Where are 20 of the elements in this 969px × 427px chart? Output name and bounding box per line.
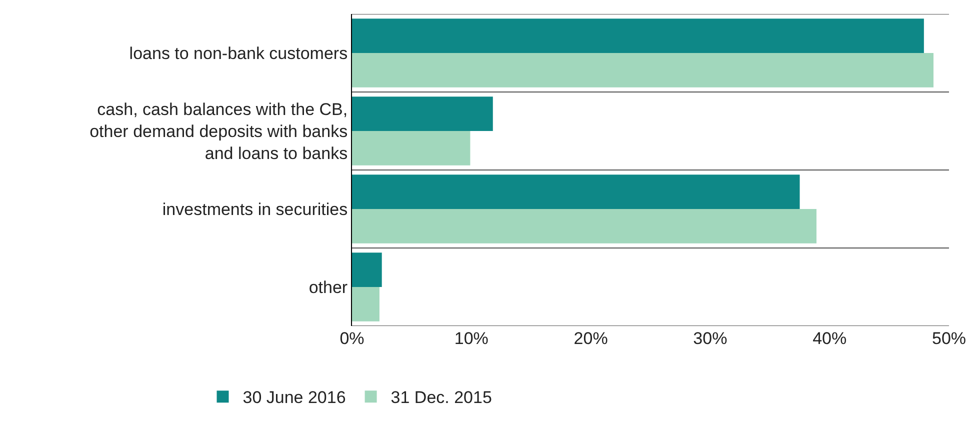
bar [352, 209, 816, 244]
bar [352, 18, 924, 53]
x-tick-label: 10% [454, 329, 488, 348]
bar [352, 53, 934, 88]
y-tick-label: loans to non-bank customers [129, 44, 348, 63]
x-tick-label: 40% [812, 329, 847, 348]
y-tick-label: cash, cash balances with the CB, other demand deposits with banks and loans to banks [90, 100, 348, 164]
x-tick-label: 50% [932, 329, 966, 348]
bar [352, 96, 493, 131]
y-tick-label: investments in securities [162, 200, 348, 219]
legend-label: 30 June 2016 [242, 388, 346, 408]
x-tick-label: 30% [693, 329, 728, 348]
bar [352, 252, 382, 287]
legend-label: 31 Dec. 2015 [390, 388, 492, 408]
y-tick-label: other [308, 278, 348, 297]
bar [352, 131, 470, 166]
x-tick-label: 0% [340, 329, 364, 348]
bar [352, 287, 380, 322]
bar [352, 174, 800, 209]
x-tick-label: 20% [574, 329, 608, 348]
